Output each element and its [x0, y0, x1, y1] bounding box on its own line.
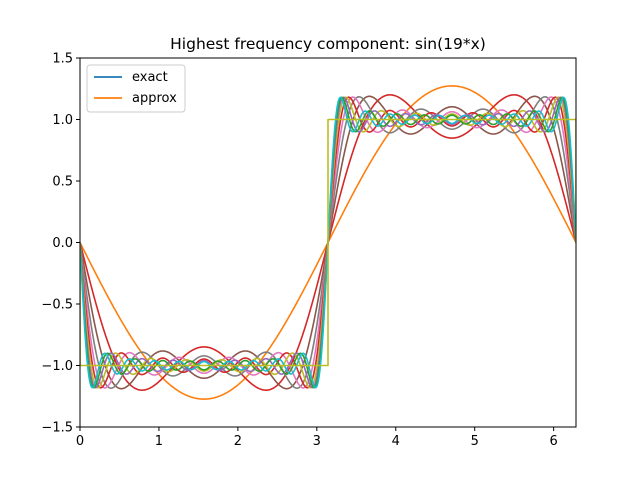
series-layer: [80, 85, 576, 400]
legend-label-approx: approx: [132, 91, 177, 106]
y-tick-label-5: 1.0: [52, 113, 73, 128]
legend: exact approx: [86, 64, 186, 113]
y-axis: −1.5 −1.0 −0.5 0.0 0.5 1.0 1.5: [41, 52, 80, 436]
y-tick-label-1: −1.0: [41, 359, 73, 374]
x-tick-label-5: 5: [471, 434, 479, 449]
series-line-10: [80, 118, 576, 367]
x-tick-label-0: 0: [76, 434, 84, 449]
x-tick-label-1: 1: [155, 434, 163, 449]
y-tick-label-6: 1.5: [52, 52, 73, 67]
legend-label-exact: exact: [132, 70, 168, 85]
y-tick-label-2: −0.5: [41, 298, 73, 313]
x-tick-label-3: 3: [313, 434, 321, 449]
x-tick-label-6: 6: [550, 434, 558, 449]
y-tick-label-3: 0.0: [52, 236, 73, 251]
y-tick-label-0: −1.5: [41, 421, 73, 436]
x-tick-label-2: 2: [234, 434, 242, 449]
x-axis: 0 1 2 3 4 5 6: [76, 427, 558, 449]
x-tick-label-4: 4: [392, 434, 400, 449]
y-tick-label-4: 0.5: [52, 175, 73, 190]
chart-title: Highest frequency component: sin(19*x): [170, 35, 486, 53]
